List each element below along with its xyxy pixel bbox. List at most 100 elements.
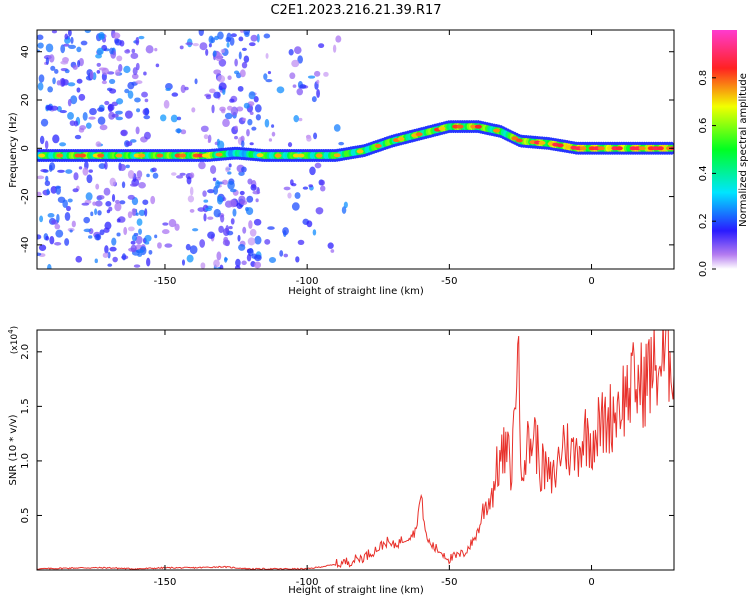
noise-speckle xyxy=(65,169,73,174)
noise-speckle xyxy=(37,175,45,180)
noise-speckle xyxy=(228,163,232,168)
noise-speckle xyxy=(88,169,93,173)
snr-panel: -150 -100 -50 0 0.5 1.0 1.5 2.0 Height of stra… xyxy=(7,326,675,596)
noise-speckle xyxy=(314,162,322,169)
noise-speckle xyxy=(48,54,55,63)
noise-speckle xyxy=(103,187,111,196)
noise-speckle xyxy=(78,93,86,101)
noise-speckle xyxy=(116,218,121,223)
noise-speckle xyxy=(60,44,66,54)
ridge-core xyxy=(538,140,546,145)
noise-speckle xyxy=(293,115,300,123)
ridge-core xyxy=(415,132,423,137)
noise-speckle xyxy=(202,190,207,197)
noise-speckle xyxy=(145,45,154,54)
noise-speckle xyxy=(248,220,253,229)
noise-speckle xyxy=(238,36,244,42)
noise-speckle xyxy=(200,125,209,133)
noise-speckle xyxy=(112,32,121,39)
noise-speckle xyxy=(59,109,67,114)
noise-speckle xyxy=(101,80,107,85)
colorbar-tick-label: 0.2 xyxy=(698,213,709,229)
noise-speckle xyxy=(82,112,88,121)
noise-speckle xyxy=(313,132,318,140)
noise-speckle xyxy=(247,237,256,246)
y-tick-label: 0.5 xyxy=(20,508,31,524)
noise-speckle xyxy=(64,69,70,74)
noise-speckle xyxy=(76,78,83,84)
noise-speckle xyxy=(96,234,100,241)
noise-speckle xyxy=(127,211,133,219)
noise-speckle xyxy=(309,166,316,176)
noise-speckle xyxy=(198,161,206,170)
colorbar-tick-label: 0.8 xyxy=(698,70,709,86)
noise-speckle xyxy=(99,229,105,236)
y-tick-label: 40 xyxy=(20,45,31,58)
noise-speckle xyxy=(45,175,49,182)
noise-speckle xyxy=(210,37,216,44)
noise-speckle xyxy=(71,220,76,228)
noise-speckle xyxy=(199,42,208,51)
noise-speckle xyxy=(109,246,117,252)
noise-speckle xyxy=(76,87,81,93)
signal-ridge xyxy=(37,120,674,163)
noise-speckle xyxy=(229,199,237,208)
noise-speckle xyxy=(60,78,66,87)
noise-speckle xyxy=(162,222,169,226)
colorbar-tick-label: 0.6 xyxy=(698,118,709,134)
noise-speckle xyxy=(226,32,232,42)
noise-speckle xyxy=(276,86,285,94)
noise-speckle xyxy=(235,258,241,267)
noise-speckle xyxy=(217,140,225,150)
noise-speckle xyxy=(213,208,221,218)
noise-speckle xyxy=(234,125,238,131)
noise-speckle xyxy=(218,82,227,91)
noise-speckle xyxy=(124,88,130,94)
noise-speckle xyxy=(203,213,207,222)
noise-speckles xyxy=(37,30,348,269)
noise-speckle xyxy=(229,188,237,193)
noise-speckle xyxy=(219,106,226,112)
x-tick-label: -150 xyxy=(154,276,177,287)
noise-speckle xyxy=(265,79,273,83)
noise-speckle xyxy=(179,45,184,50)
ridge-core xyxy=(256,153,264,158)
spectrogram-x-ticks: -150 -100 -50 0 xyxy=(154,30,595,287)
noise-speckle xyxy=(207,189,215,194)
noise-speckle xyxy=(131,234,137,242)
ridge-core xyxy=(38,153,46,158)
ridge-core xyxy=(297,153,305,158)
noise-speckle xyxy=(268,257,277,263)
noise-speckle xyxy=(239,69,246,78)
noise-speckle xyxy=(127,170,135,179)
noise-speckle xyxy=(56,80,62,86)
noise-speckle xyxy=(138,35,145,40)
noise-speckle xyxy=(83,228,92,233)
y-tick-label: 0 xyxy=(20,145,31,151)
noise-speckle xyxy=(37,42,44,49)
noise-speckle xyxy=(98,163,106,170)
noise-speckle xyxy=(241,61,248,69)
ridge-core xyxy=(179,153,187,158)
noise-speckle xyxy=(155,63,160,68)
noise-speckle xyxy=(249,111,254,116)
noise-speckle xyxy=(215,52,223,62)
noise-speckle xyxy=(256,33,260,43)
noise-speckle xyxy=(254,104,262,113)
noise-speckle xyxy=(218,58,227,67)
noise-speckle xyxy=(291,59,300,68)
noise-speckle xyxy=(248,42,256,47)
noise-speckle xyxy=(255,114,261,121)
noise-speckle xyxy=(116,55,123,62)
y-tick-label: -40 xyxy=(20,237,31,253)
ridge-core xyxy=(474,124,482,129)
noise-speckle xyxy=(214,35,219,41)
noise-speckle xyxy=(59,142,67,147)
noise-speckle xyxy=(327,242,334,249)
colorbar-gradient xyxy=(712,30,737,269)
noise-speckle xyxy=(164,243,173,248)
noise-speckle xyxy=(148,249,153,255)
noise-speckle xyxy=(67,82,76,87)
noise-speckle xyxy=(254,235,262,245)
